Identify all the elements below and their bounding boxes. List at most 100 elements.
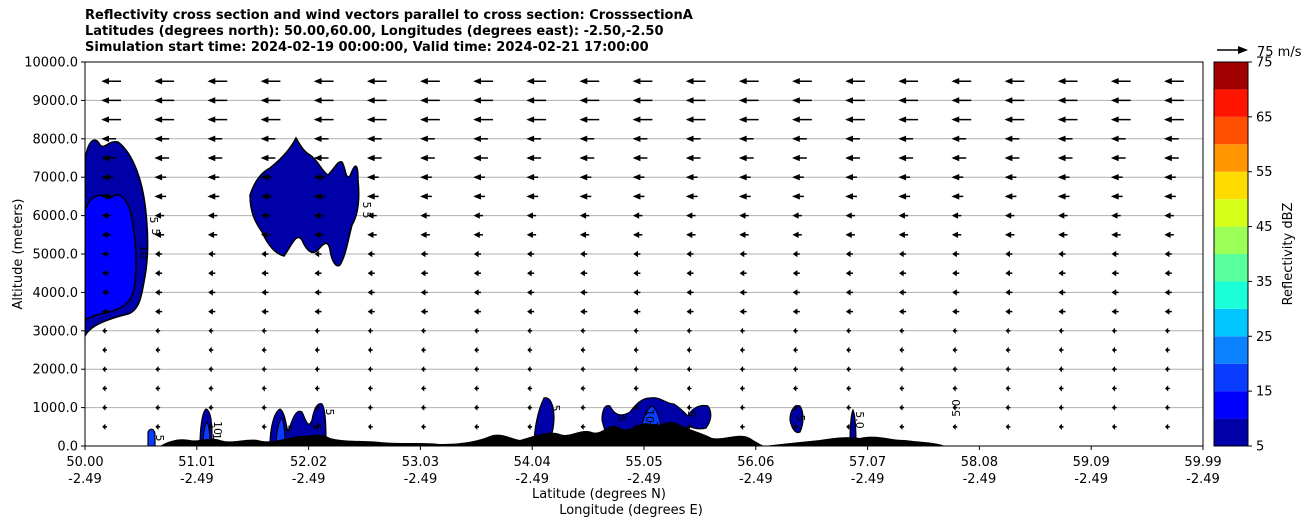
wind-vector (421, 327, 426, 334)
wind-vector (632, 231, 643, 238)
x-tick-label-lon: -2.49 (1186, 472, 1220, 487)
wind-vector-head (473, 270, 479, 277)
wind-vector-head (1005, 366, 1009, 373)
wind-vector-head (1005, 308, 1010, 315)
wind-vector (1165, 404, 1170, 411)
wind-vector-head (366, 97, 375, 104)
wind-vector (526, 193, 539, 200)
wind-vector-head (1111, 366, 1116, 373)
wind-vector-head (899, 404, 903, 411)
wind-vector (261, 423, 267, 430)
wind-vector-head (1111, 270, 1117, 277)
wind-vector-head (314, 231, 321, 238)
wind-vector-head (686, 346, 690, 354)
wind-vector-head (845, 174, 853, 181)
wind-vector (101, 270, 109, 277)
wind-vector-head (101, 308, 107, 315)
wind-vector (420, 212, 430, 219)
wind-vector (1111, 327, 1117, 334)
wind-vector (580, 250, 588, 258)
wind-vector-head (793, 423, 797, 430)
wind-vector (845, 174, 857, 181)
colorbar-segment (1214, 89, 1248, 117)
wind-vector (1111, 289, 1119, 296)
wind-vector-head (207, 97, 216, 104)
wind-vector (1165, 366, 1170, 373)
wind-vector-head (792, 212, 799, 219)
wind-vector-head (101, 97, 109, 104)
wind-vector (792, 154, 807, 162)
wind-vector (420, 174, 432, 181)
wind-vector (208, 289, 216, 296)
echo-cell-low-1 (147, 428, 156, 446)
wind-vector-head (1058, 423, 1062, 430)
wind-vector-head (473, 116, 481, 123)
wind-vector (793, 423, 798, 430)
wind-vector-head (260, 135, 269, 142)
wind-vector (579, 97, 600, 104)
wind-vector (527, 404, 533, 411)
wind-vector (632, 135, 648, 142)
wind-vector-head (580, 289, 585, 296)
wind-vector-head (685, 174, 694, 181)
wind-vector (260, 212, 271, 219)
wind-vector (1057, 154, 1073, 162)
wind-vector (420, 116, 440, 123)
wind-vector (473, 193, 485, 200)
wind-vector-head (846, 327, 850, 334)
colorbar-tick-label: 45 (1256, 220, 1273, 235)
wind-vector-head (686, 366, 690, 373)
wind-vector-head (102, 366, 106, 373)
contour-label: 5 (323, 409, 336, 416)
wind-vector-head (154, 231, 161, 238)
wind-vector (739, 231, 749, 238)
wind-vector-head (420, 212, 427, 219)
wind-vector-head (313, 154, 322, 162)
wind-vector (314, 212, 324, 219)
wind-vector (792, 270, 800, 277)
wind-vector-head (952, 289, 957, 296)
wind-vector (846, 404, 851, 411)
wind-vector-head (101, 193, 109, 200)
wind-vector-head (1164, 78, 1172, 85)
wind-vector-head (845, 289, 851, 296)
wind-vector-head (1164, 193, 1172, 200)
wind-vector (952, 270, 960, 277)
wind-vector-head (1165, 385, 1169, 392)
wind-vector-head (1005, 270, 1010, 277)
wind-vector (367, 366, 373, 373)
wind-vector (366, 97, 387, 104)
wind-vector-head (686, 212, 693, 219)
wind-vector-head (952, 308, 957, 315)
title-line-1: Reflectivity cross section and wind vect… (85, 8, 693, 23)
wind-vector-head (420, 97, 428, 104)
wind-vector (1164, 250, 1172, 258)
wind-vector (738, 154, 754, 162)
contour-label: 10 (211, 421, 224, 435)
wind-vector-head (208, 366, 212, 373)
wind-vector-head (1111, 327, 1116, 334)
colorbar-tick-label: 35 (1256, 275, 1273, 290)
chart-title: Reflectivity cross section and wind vect… (85, 8, 693, 56)
wind-vector-head (579, 97, 588, 104)
wind-vector (155, 327, 161, 334)
wind-vector-head (951, 231, 959, 238)
x-tick-label-lat: 56.06 (737, 455, 774, 470)
wind-vector-head (420, 174, 428, 181)
wind-vector-head (420, 270, 426, 277)
wind-vector (898, 97, 919, 104)
wind-vector (1005, 423, 1011, 430)
wind-vector (366, 193, 379, 200)
wind-vector (421, 366, 426, 373)
wind-vector-head (899, 346, 903, 354)
wind-vector-head (686, 270, 692, 277)
wind-vector-head (739, 289, 745, 296)
wind-vector (952, 308, 960, 315)
wind-vector-head (1165, 404, 1169, 411)
wind-vector (208, 385, 214, 392)
wind-vector (792, 193, 804, 200)
colorbar: 5 15 25 35 45 55 65 75 (1213, 56, 1273, 455)
wind-vector-head (1164, 250, 1170, 258)
wind-vector-head (1058, 404, 1062, 411)
wind-vector-head (102, 346, 106, 354)
